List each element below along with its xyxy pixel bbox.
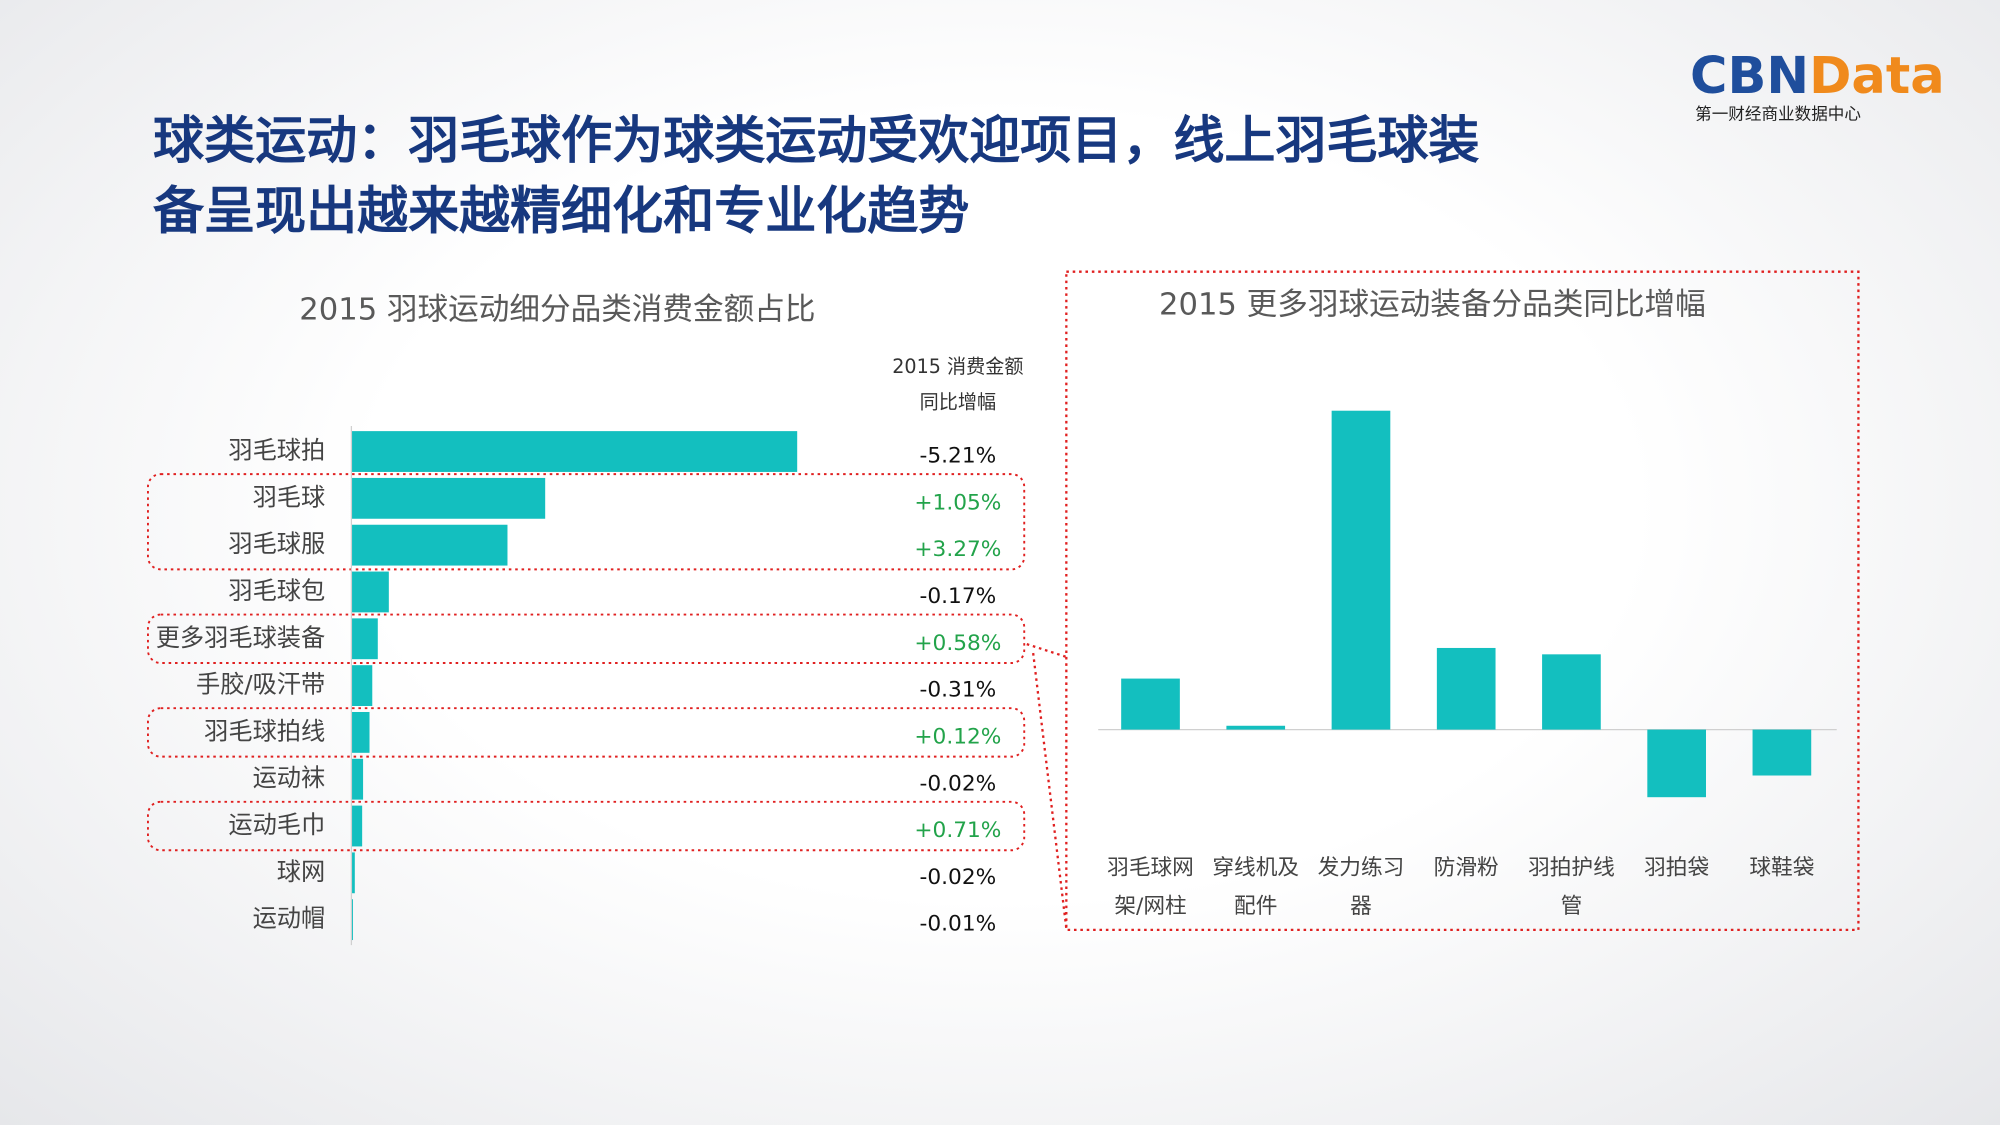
- bar: [1226, 725, 1286, 730]
- category-label: 运动毛巾: [228, 811, 325, 839]
- bar: [352, 758, 364, 800]
- label-line: 发力练习: [1318, 856, 1405, 881]
- column-header: 同比增幅: [920, 391, 997, 414]
- category-label: 羽拍护线管: [1528, 856, 1615, 919]
- category-label: 运动帽: [253, 905, 326, 933]
- category-label: 防滑粉: [1434, 856, 1499, 881]
- bar: [352, 899, 353, 941]
- bar: [352, 571, 389, 613]
- connector: [1032, 652, 1068, 929]
- category-label: 球网: [277, 858, 325, 886]
- bar: [352, 431, 798, 472]
- label-line: 羽拍袋: [1644, 856, 1709, 881]
- growth-label: +0.58%: [914, 631, 1001, 656]
- growth-label: +0.12%: [914, 725, 1001, 750]
- category-label: 球鞋袋: [1749, 856, 1814, 881]
- label-line: 器: [1350, 894, 1372, 919]
- bar: [352, 665, 373, 706]
- logo-tagline: 第一财经商业数据中心: [1695, 104, 1861, 123]
- bar: [352, 524, 508, 566]
- logo-left: CBN: [1690, 47, 1809, 106]
- category-label: 羽拍袋: [1644, 856, 1709, 881]
- growth-label: -0.31%: [920, 678, 997, 703]
- bar: [352, 618, 378, 660]
- growth-label: +3.27%: [914, 537, 1001, 562]
- label-line: 配件: [1234, 894, 1277, 919]
- label-line: 穿线机及: [1212, 856, 1299, 881]
- label-line: 架/网柱: [1114, 894, 1186, 919]
- growth-label: -0.02%: [920, 771, 997, 796]
- highlight-box: [147, 613, 1026, 664]
- bar: [1331, 410, 1391, 730]
- growth-label: +1.05%: [914, 490, 1001, 515]
- category-label: 发力练习器: [1318, 856, 1405, 919]
- label-line: 管: [1561, 894, 1583, 919]
- bar: [352, 477, 546, 519]
- category-label: 羽毛球网架/网柱: [1107, 856, 1194, 919]
- category-label: 运动袜: [253, 764, 326, 792]
- title-line: 备呈现出越来越精细化和专业化趋势: [153, 182, 969, 241]
- label-line: 防滑粉: [1434, 856, 1499, 881]
- bar: [352, 711, 370, 753]
- bar: [352, 805, 363, 847]
- bar: [1436, 647, 1496, 730]
- growth-label: -0.01%: [920, 912, 997, 937]
- growth-label: -0.02%: [920, 865, 997, 890]
- category-label: 更多羽毛球装备: [156, 624, 326, 652]
- category-label: 羽毛球包: [228, 577, 325, 605]
- label-line: 羽毛球网: [1107, 856, 1194, 881]
- highlight-box: [147, 800, 1026, 852]
- column-header: 2015 消费金额: [892, 355, 1023, 378]
- category-label: 羽毛球: [253, 483, 326, 511]
- bar: [1121, 678, 1180, 730]
- category-label: 羽毛球服: [228, 530, 325, 558]
- bar: [1542, 654, 1601, 730]
- label-line: 羽拍护线: [1528, 856, 1615, 881]
- logo: CBNData: [1690, 47, 1945, 106]
- category-label: 穿线机及配件: [1212, 856, 1299, 919]
- zoom-frame: [1065, 270, 1860, 931]
- category-label: 手胶/吸汗带: [196, 671, 325, 699]
- connector: [1026, 643, 1067, 658]
- category-label: 羽毛球拍: [228, 437, 325, 465]
- highlight-box: [147, 473, 1026, 571]
- logo-right: Data: [1809, 47, 1945, 106]
- chart-title: 2015 更多羽球运动装备分品类同比增幅: [1159, 288, 1706, 323]
- growth-label: -0.17%: [920, 584, 997, 609]
- bar: [352, 852, 355, 894]
- bar: [1752, 729, 1812, 776]
- label-line: 球鞋袋: [1749, 856, 1814, 881]
- title-line: 球类运动：羽毛球作为球类运动受欢迎项目，线上羽毛球装: [153, 112, 1479, 171]
- bar: [1647, 729, 1706, 798]
- growth-label: -5.21%: [920, 444, 997, 469]
- category-label: 羽毛球拍线: [204, 717, 325, 745]
- highlight-box: [147, 707, 1026, 758]
- growth-label: +0.71%: [914, 818, 1001, 843]
- chart-title: 2015 羽球运动细分品类消费金额占比: [299, 293, 815, 328]
